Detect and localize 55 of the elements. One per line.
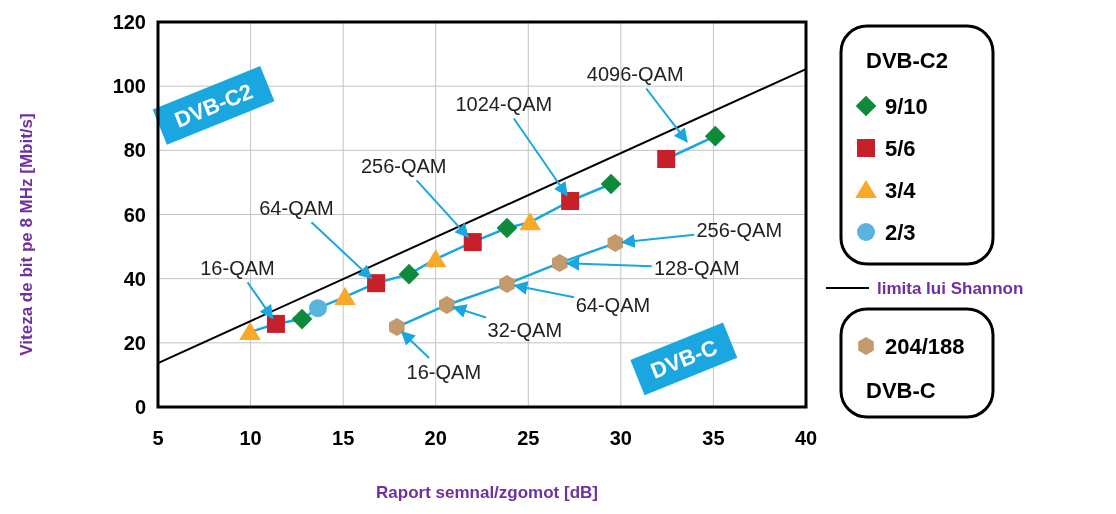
- point: [266, 314, 285, 333]
- annotation: 32-QAM: [487, 318, 563, 341]
- annotation: 64-QAM: [575, 294, 651, 317]
- point: [551, 253, 568, 272]
- annotation: 16-QAM: [406, 361, 482, 384]
- annotation: 256-QAM: [360, 155, 447, 178]
- annotation: 64-QAM: [259, 197, 334, 220]
- point: [496, 217, 518, 239]
- x-tick-label: 30: [609, 427, 632, 449]
- point: [463, 233, 482, 252]
- point: [499, 275, 515, 294]
- x-tick-label: 20: [424, 427, 447, 449]
- legend-label: 2/3: [885, 219, 916, 245]
- annotation: 128-QAM: [653, 256, 740, 279]
- point: [600, 173, 622, 195]
- annotation: 4096-QAM: [586, 63, 684, 86]
- point: [704, 125, 726, 147]
- annotation: 16-QAM: [200, 256, 275, 279]
- point: [424, 249, 447, 268]
- point: [657, 150, 676, 168]
- y-tick-label: 120: [112, 11, 146, 33]
- legend-label: 5/6: [885, 135, 916, 161]
- legend-label: 3/4: [885, 177, 917, 203]
- y-tick-label: 40: [123, 267, 146, 290]
- point: [607, 234, 624, 253]
- point: [519, 212, 541, 231]
- legend-title: DVB-C2: [866, 48, 948, 73]
- x-tick-label: 5: [152, 427, 164, 449]
- x-tick-label: 35: [702, 427, 725, 449]
- y-tick-label: 20: [123, 331, 146, 354]
- text: DVB-C: [866, 377, 936, 403]
- point: [334, 287, 356, 306]
- y-axis-title: Viteza de bit pe 8 MHz [Mbit/s]: [16, 113, 36, 356]
- point: [239, 322, 261, 341]
- x-tick-label: 40: [794, 427, 818, 449]
- point: [561, 192, 580, 211]
- point: [291, 308, 313, 330]
- x-tick-label: 10: [239, 427, 262, 449]
- point: [398, 263, 420, 285]
- annotation: 1024-QAM: [455, 93, 553, 116]
- point: [308, 299, 327, 318]
- x-tick-label: 25: [517, 427, 540, 449]
- point: [389, 318, 405, 337]
- y-tick-label: 0: [134, 396, 146, 418]
- annotation: 256-QAM: [696, 219, 783, 242]
- y-tick-label: 100: [112, 75, 146, 98]
- y-tick-label: 80: [123, 139, 146, 162]
- legend-label: 204/188: [885, 333, 965, 359]
- x-axis-title: Raport semnal/zgomot [dB]: [376, 483, 598, 502]
- legend-label: 9/10: [885, 93, 928, 119]
- point: [367, 274, 386, 293]
- point: [439, 295, 455, 314]
- legend-label: limita lui Shannon: [877, 278, 1024, 298]
- y-tick-label: 60: [123, 203, 146, 226]
- x-tick-label: 15: [332, 427, 355, 449]
